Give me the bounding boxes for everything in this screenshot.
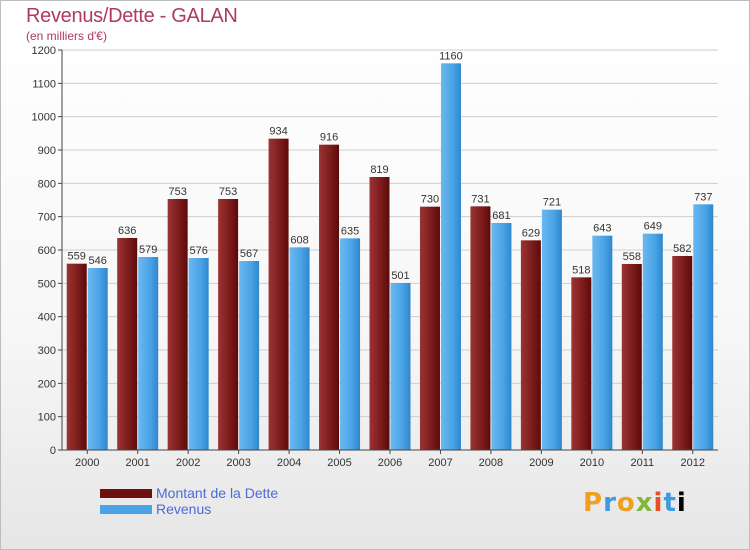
y-tick-label: 900: [38, 145, 56, 157]
x-tick-label: 2003: [226, 457, 250, 469]
bar-debt: [571, 277, 592, 450]
data-label-debt: 753: [219, 186, 237, 198]
data-label-revenue: 649: [644, 221, 662, 233]
data-label-debt: 629: [522, 227, 540, 239]
chart-title: Revenus/Dette - GALAN: [26, 5, 238, 27]
y-tick-label: 200: [38, 378, 56, 390]
bar-debt: [419, 206, 440, 450]
bar-revenue: [87, 268, 108, 450]
x-tick-label: 2011: [630, 457, 654, 469]
bar-debt: [218, 199, 239, 450]
y-tick-label: 1100: [32, 78, 56, 90]
data-label-revenue: 501: [391, 270, 409, 282]
chart-subtitle: (en milliers d'€): [26, 29, 107, 43]
y-tick-label: 800: [38, 178, 56, 190]
y-tick-label: 700: [38, 212, 56, 224]
bar-revenue: [642, 233, 663, 450]
x-tick-label: 2001: [125, 457, 149, 469]
data-label-debt: 730: [421, 194, 439, 206]
legend-swatch-debt: [100, 489, 152, 498]
data-label-debt: 753: [168, 186, 186, 198]
x-tick-label: 2006: [378, 457, 402, 469]
bar-debt: [117, 238, 138, 450]
data-label-debt: 916: [320, 132, 338, 144]
data-label-revenue: 567: [240, 248, 258, 260]
data-label-revenue: 721: [543, 197, 561, 209]
data-label-debt: 934: [269, 126, 287, 138]
bar-revenue: [541, 209, 562, 450]
x-tick-label: 2008: [479, 457, 503, 469]
data-label-revenue: 643: [593, 223, 611, 235]
bar-revenue: [693, 204, 714, 450]
data-label-revenue: 608: [290, 234, 308, 246]
bar-debt: [268, 138, 289, 450]
x-tick-label: 2010: [580, 457, 604, 469]
bar-debt: [672, 256, 693, 450]
y-tick-label: 0: [50, 445, 56, 457]
data-label-debt: 582: [673, 243, 691, 255]
y-tick-label: 100: [38, 412, 56, 424]
data-label-revenue: 1160: [439, 50, 463, 62]
x-tick-label: 2009: [529, 457, 553, 469]
legend-swatch-revenue: [100, 505, 152, 514]
bar-revenue: [340, 238, 361, 450]
y-tick-label: 1000: [32, 112, 56, 124]
bar-revenue: [138, 257, 159, 450]
y-tick-label: 500: [38, 278, 56, 290]
bar-debt: [167, 199, 188, 450]
bar-debt: [470, 206, 491, 450]
data-label-revenue: 737: [694, 191, 712, 203]
bar-debt: [66, 263, 87, 450]
bar-revenue: [440, 63, 461, 450]
bar-revenue: [289, 247, 310, 450]
x-tick-label: 2000: [75, 457, 99, 469]
data-label-revenue: 576: [189, 245, 207, 257]
proxiti-logo: Proxiti: [583, 488, 687, 518]
y-tick-label: 1200: [32, 45, 56, 57]
bar-revenue: [491, 223, 512, 450]
data-label-revenue: 681: [492, 210, 510, 222]
bar-revenue: [239, 261, 260, 450]
data-label-debt: 636: [118, 225, 136, 237]
legend-label-revenue: Revenus: [156, 501, 212, 517]
data-label-revenue: 579: [139, 244, 157, 256]
bar-revenue: [592, 235, 613, 450]
bar-debt: [319, 144, 340, 450]
bar-revenue: [390, 283, 411, 450]
bar-debt: [520, 240, 541, 450]
data-label-debt: 819: [370, 164, 388, 176]
x-tick-label: 2002: [176, 457, 200, 469]
data-label-debt: 518: [572, 264, 590, 276]
legend-label-debt: Montant de la Dette: [156, 485, 279, 501]
x-tick-label: 2005: [327, 457, 351, 469]
bar-debt: [369, 177, 390, 450]
data-label-debt: 731: [471, 193, 489, 205]
y-tick-label: 400: [38, 312, 56, 324]
data-label-debt: 558: [623, 251, 641, 263]
data-label-revenue: 635: [341, 225, 359, 237]
x-tick-label: 2004: [277, 457, 301, 469]
bar-revenue: [188, 258, 209, 450]
bar-debt: [621, 264, 642, 450]
x-tick-label: 2012: [681, 457, 705, 469]
x-tick-label: 2007: [428, 457, 452, 469]
data-label-debt: 559: [68, 251, 86, 263]
data-label-revenue: 546: [89, 255, 107, 267]
y-tick-label: 300: [38, 345, 56, 357]
y-tick-label: 600: [38, 245, 56, 257]
